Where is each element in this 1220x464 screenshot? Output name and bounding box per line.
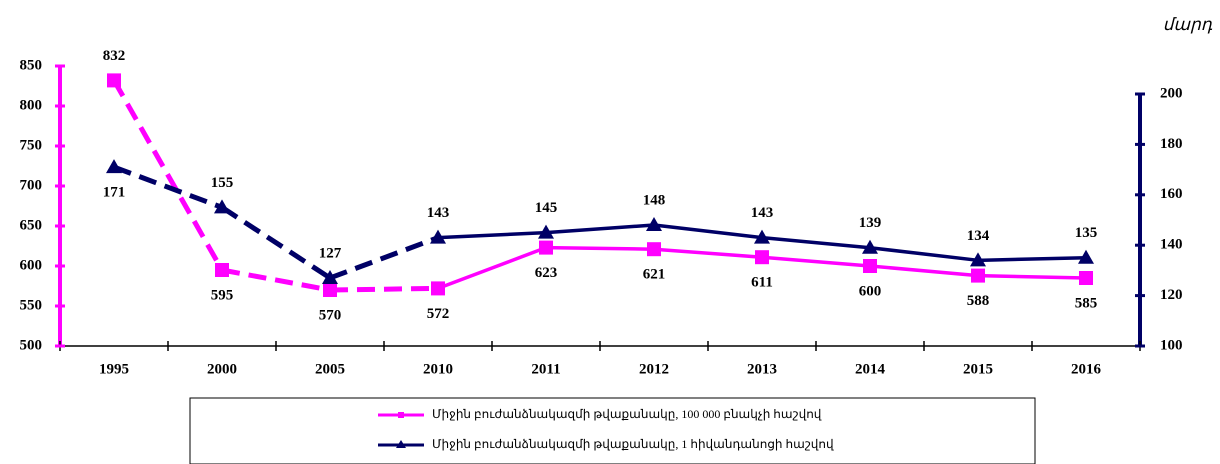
y-tick-label: 650 [20,217,43,233]
line-segment [545,223,655,235]
marker [107,73,121,88]
marker [431,281,445,296]
unit-label: մարդ [1163,15,1213,34]
marker [106,159,122,174]
marker [970,252,986,267]
data-label: 155 [211,175,234,191]
data-label: 572 [427,306,450,322]
data-label: 570 [319,307,342,323]
data-label: 595 [211,287,234,303]
legend-marker [398,412,404,418]
data-label: 145 [535,200,558,216]
y-tick-label: 500 [20,337,43,353]
y2-tick-label: 160 [1160,186,1183,202]
marker [646,217,662,232]
line-segment [545,245,655,251]
marker [971,268,985,283]
line-segment [761,255,871,268]
marker [1078,249,1094,264]
data-label: 143 [751,205,774,221]
data-label: 600 [859,283,882,299]
legend-marker [396,440,406,448]
y2-tick-label: 120 [1160,287,1183,303]
marker [539,240,553,255]
data-label: 127 [319,245,342,261]
line-segment [653,247,763,259]
data-label: 135 [1075,225,1098,241]
marker [538,224,554,239]
x-tick-label: 2012 [639,361,669,377]
line-segment [869,245,979,263]
line-segment [329,235,439,281]
x-tick-label: 2016 [1071,361,1102,377]
marker [323,283,337,297]
y2-tick-label: 140 [1160,237,1183,253]
line-segment [761,235,871,250]
x-tick-label: 2000 [207,361,237,377]
line-segment [977,256,1087,263]
marker [430,229,446,244]
legend-label: Միջին բուժանձնակազմի թվաքանակը, 100 000 … [432,407,822,421]
marker [215,263,229,277]
y-tick-label: 600 [20,257,43,273]
line-segment [220,205,332,281]
line-segment [111,79,225,272]
y-tick-label: 700 [20,177,43,193]
legend-box [189,397,1036,464]
y2-tick-label: 200 [1160,85,1183,101]
line-segment [437,230,547,240]
marker [754,229,770,244]
x-tick-label: 2013 [747,361,777,377]
y2-tick-label: 100 [1160,337,1183,353]
x-tick-label: 2011 [531,361,560,377]
marker [863,259,877,273]
x-tick-label: 2014 [855,361,886,377]
x-tick-label: 1995 [99,361,129,377]
marker [862,239,878,254]
data-label: 623 [535,265,558,281]
data-label: 171 [103,185,126,201]
x-tick-label: 2010 [423,361,453,377]
data-label: 588 [967,293,990,309]
y2-tick-label: 180 [1160,136,1183,152]
data-label: 139 [859,215,882,231]
data-label: 621 [643,267,666,283]
y-tick-label: 800 [20,97,43,113]
marker [322,269,338,284]
x-tick-label: 2015 [963,361,993,377]
line-segment [653,223,763,240]
line-segment [437,245,547,291]
y-tick-label: 850 [20,57,43,73]
data-label: 134 [967,228,990,244]
marker [647,242,661,257]
data-label: 832 [103,48,126,64]
marker [1079,271,1093,285]
line-segment [329,285,439,293]
marker [755,250,769,265]
y-tick-label: 750 [20,137,43,153]
x-tick-label: 2005 [315,361,345,377]
line-segment [869,264,979,278]
y-tick-label: 550 [20,297,43,313]
data-label: 148 [643,192,666,208]
data-label: 585 [1075,295,1098,311]
data-label: 611 [751,275,773,291]
legend-label: Միջին բուժանձնակազմի թվաքանակը, 1 հիվանդ… [432,437,834,451]
line-segment [113,164,223,210]
line-segment [977,273,1087,280]
data-label: 143 [427,205,450,221]
line-segment [221,267,331,293]
marker [214,199,230,214]
